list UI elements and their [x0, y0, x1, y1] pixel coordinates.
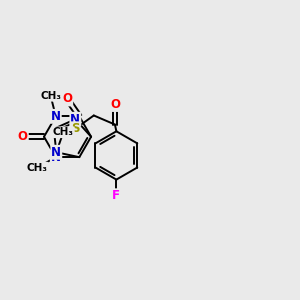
Text: CH₃: CH₃	[53, 127, 74, 137]
Text: S: S	[71, 122, 80, 135]
Text: CH₃: CH₃	[27, 163, 48, 173]
Text: F: F	[112, 189, 120, 202]
Text: O: O	[62, 92, 72, 105]
Text: N: N	[51, 146, 61, 159]
Text: N: N	[51, 110, 61, 123]
Text: O: O	[110, 98, 120, 111]
Text: O: O	[18, 130, 28, 143]
Text: CH₃: CH₃	[40, 91, 61, 101]
Text: N: N	[51, 151, 61, 164]
Text: N: N	[70, 113, 80, 126]
